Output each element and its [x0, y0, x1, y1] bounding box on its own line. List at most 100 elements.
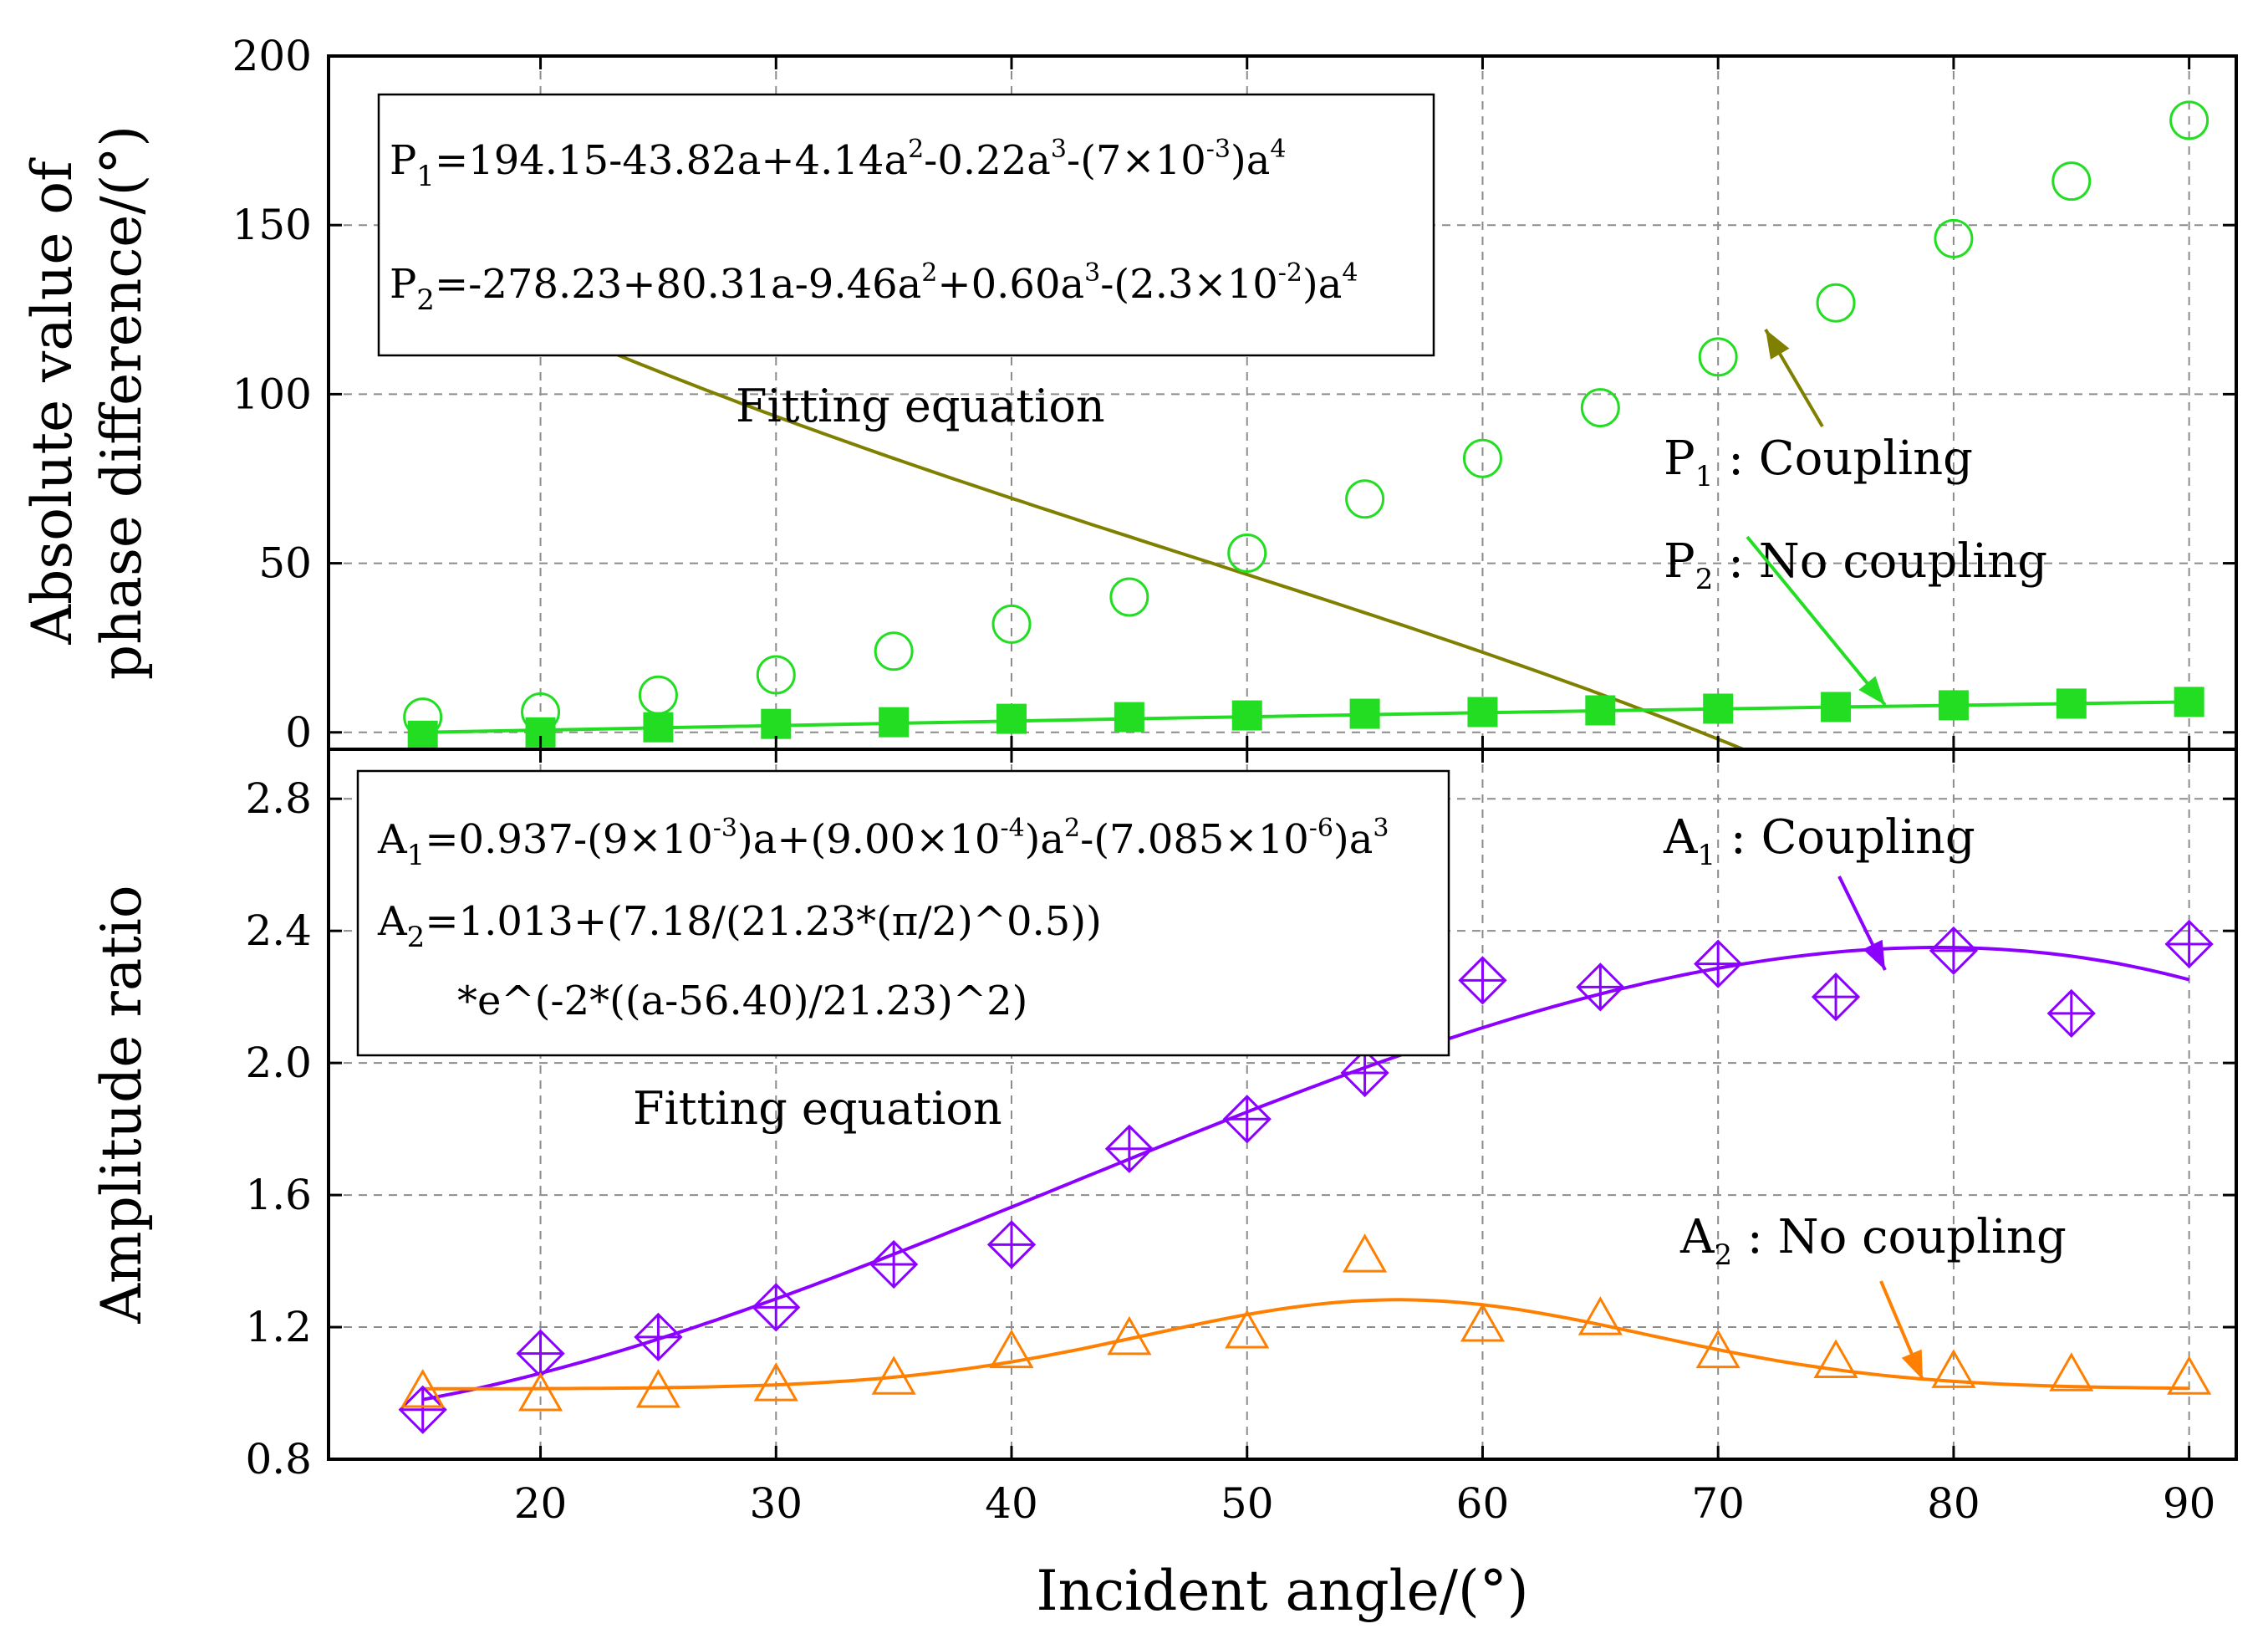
- data-point: [1694, 939, 1743, 988]
- data-point: [1349, 698, 1380, 729]
- data-point: [1821, 692, 1852, 722]
- data-point: [1107, 1315, 1152, 1356]
- y-tick-label: 0: [285, 708, 312, 757]
- data-point: [2046, 988, 2096, 1039]
- data-point: [1703, 693, 1734, 724]
- fit-line: [421, 268, 1748, 749]
- data-point: [1934, 218, 1974, 258]
- arrowhead: [1901, 1349, 1923, 1380]
- x-tick-label: 20: [514, 1479, 568, 1528]
- x-tick-label: 90: [2163, 1479, 2216, 1528]
- data-point: [1698, 337, 1738, 377]
- data-point: [1585, 695, 1616, 726]
- data-point: [1813, 1339, 1858, 1378]
- data-point: [1222, 1095, 1272, 1144]
- data-point: [1460, 1303, 1506, 1342]
- data-point: [1811, 973, 1861, 1022]
- data-point: [1929, 926, 1979, 976]
- x-axis-title: Incident angle/(°): [1037, 1559, 1529, 1623]
- data-point: [752, 1283, 801, 1332]
- data-point: [2169, 100, 2209, 140]
- arrowhead: [1766, 329, 1790, 360]
- y-tick-label: 2.4: [245, 906, 312, 955]
- y-axis-title-top: phase difference/(°): [89, 125, 154, 680]
- data-point: [879, 707, 910, 738]
- fit-equation: P1=194.15-43.82a+4.14a2-0.22a3-(7×10-3)a…: [390, 135, 1286, 193]
- data-point: [1816, 283, 1856, 323]
- data-point: [2164, 919, 2214, 969]
- marker-layer: [398, 100, 2214, 1434]
- data-point: [869, 1239, 919, 1289]
- data-point: [1577, 1296, 1623, 1335]
- data-point: [991, 604, 1032, 644]
- y-tick-label: 100: [232, 370, 312, 418]
- data-point: [1462, 438, 1502, 478]
- data-point: [1576, 962, 1625, 1012]
- x-tick-label: 30: [749, 1479, 803, 1528]
- data-point: [638, 675, 678, 715]
- frame-layer: [327, 54, 2238, 1461]
- fitting-equation-caption: Fitting equation: [736, 380, 1105, 432]
- data-point: [2051, 161, 2092, 202]
- y-tick-label: 2.0: [245, 1039, 312, 1087]
- text-layer: 0 50 100 150 200 P1=194.15-43.82a+4.14a2-0.22…: [20, 32, 2215, 1623]
- fitting-equation-caption: Fitting equation: [633, 1082, 1002, 1135]
- data-point: [2174, 687, 2204, 717]
- data-point: [2167, 1356, 2212, 1395]
- data-point: [2056, 688, 2087, 719]
- data-point: [1340, 1048, 1389, 1098]
- y-tick-label: 1.6: [245, 1171, 312, 1219]
- data-point: [1931, 1349, 1976, 1388]
- data-point: [1225, 1309, 1270, 1349]
- data-point: [398, 1385, 447, 1434]
- data-point: [634, 1312, 683, 1362]
- y-tick-label: 200: [232, 32, 312, 80]
- data-point: [1938, 690, 1969, 721]
- data-point: [989, 1329, 1034, 1369]
- data-point: [1467, 697, 1498, 728]
- data-point: [1345, 479, 1385, 519]
- y-axis-title-bottom: Amplitude ratio: [89, 885, 154, 1324]
- arrowhead: [1863, 939, 1885, 970]
- x-tick-label: 80: [1927, 1479, 1980, 1528]
- data-point: [986, 1220, 1037, 1269]
- fit-equation: A1=0.937-(9×10-3)a+(9.00×10-4)a2-(7.085×…: [377, 814, 1389, 872]
- data-point: [871, 1356, 916, 1395]
- x-tick-label: 60: [1456, 1479, 1510, 1528]
- fit-line: [422, 946, 2190, 1402]
- series-label: P1 : Coupling: [1664, 431, 1973, 493]
- data-point: [1343, 1233, 1388, 1273]
- data-point: [1580, 388, 1620, 428]
- series-label: A2 : No coupling: [1679, 1210, 2067, 1272]
- data-point: [753, 1362, 798, 1402]
- annotation-arrow: [1746, 535, 1887, 707]
- data-point: [1114, 702, 1144, 733]
- equation-box: [377, 93, 1435, 357]
- data-point: [874, 631, 914, 671]
- y-tick-label: 0.8: [245, 1435, 312, 1483]
- data-point: [1227, 533, 1267, 573]
- y-tick-label: 150: [232, 201, 312, 249]
- data-point: [1231, 700, 1262, 731]
- fit-equation: *e^(-2*((a-56.40)/21.23)^2): [457, 978, 1027, 1024]
- data-point: [643, 712, 674, 743]
- x-tick-label: 70: [1691, 1479, 1745, 1528]
- y-axis-title-top: Absolute value of: [20, 157, 84, 646]
- data-point: [2049, 1352, 2094, 1391]
- series-label: P2 : No coupling: [1664, 534, 2047, 596]
- x-tick-label: 50: [1221, 1479, 1274, 1528]
- y-tick-label: 2.8: [245, 774, 312, 823]
- fit-line: [422, 700, 2189, 734]
- data-point: [756, 655, 796, 695]
- fit-equation: P2=-278.23+80.31a-9.46a2+0.60a3-(2.3×10-…: [390, 258, 1358, 317]
- fit-curves: [422, 946, 2190, 1402]
- curve-layer: [421, 268, 2190, 1402]
- data-point: [1695, 1329, 1740, 1369]
- data-point: [400, 1368, 446, 1408]
- y-tick-label: 1.2: [245, 1303, 312, 1351]
- data-point: [1104, 1124, 1154, 1173]
- x-tick-label: 40: [985, 1479, 1038, 1528]
- equation-box: [356, 769, 1450, 1057]
- data-point: [635, 1368, 681, 1408]
